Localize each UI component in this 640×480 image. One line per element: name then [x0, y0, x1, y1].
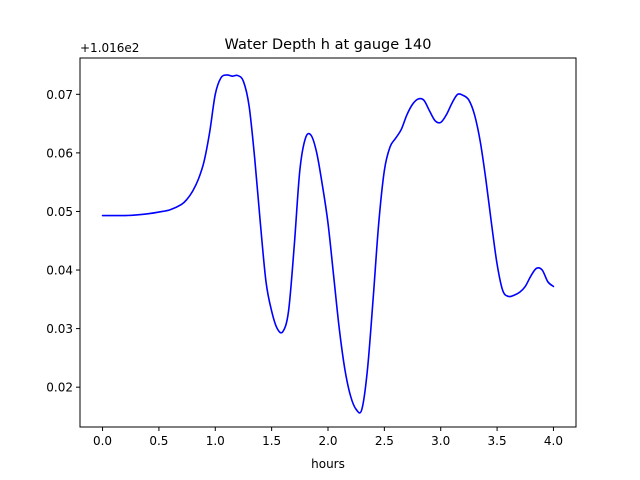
x-tick-label: 1.5	[262, 434, 281, 448]
x-tick-label: 0.5	[149, 434, 168, 448]
y-tick-label: 0.05	[46, 205, 73, 219]
y-tick-label: 0.04	[46, 264, 73, 278]
y-tick-label: 0.03	[46, 322, 73, 336]
y-tick-label: 0.07	[46, 88, 73, 102]
x-tick-label: 1.0	[206, 434, 225, 448]
x-tick-label: 2.0	[318, 434, 337, 448]
y-offset-label: +1.016e2	[80, 41, 139, 55]
y-tick-label: 0.06	[46, 146, 73, 160]
x-tick-label: 3.0	[431, 434, 450, 448]
chart-title: Water Depth h at gauge 140	[225, 37, 432, 53]
x-tick-label: 4.0	[544, 434, 563, 448]
x-tick-label: 2.5	[375, 434, 394, 448]
x-tick-label: 3.5	[488, 434, 507, 448]
series-line-0	[101, 74, 555, 414]
x-axis-title: hours	[311, 457, 345, 471]
plot-area: 0.0 0.5 1.0 1.5 2.0 2.5 3.0 3.5 4.0 0.02 0.03 0.04 0…	[46, 57, 577, 448]
x-tick-label: 0.0	[93, 434, 112, 448]
y-tick-label: 0.02	[46, 381, 73, 395]
